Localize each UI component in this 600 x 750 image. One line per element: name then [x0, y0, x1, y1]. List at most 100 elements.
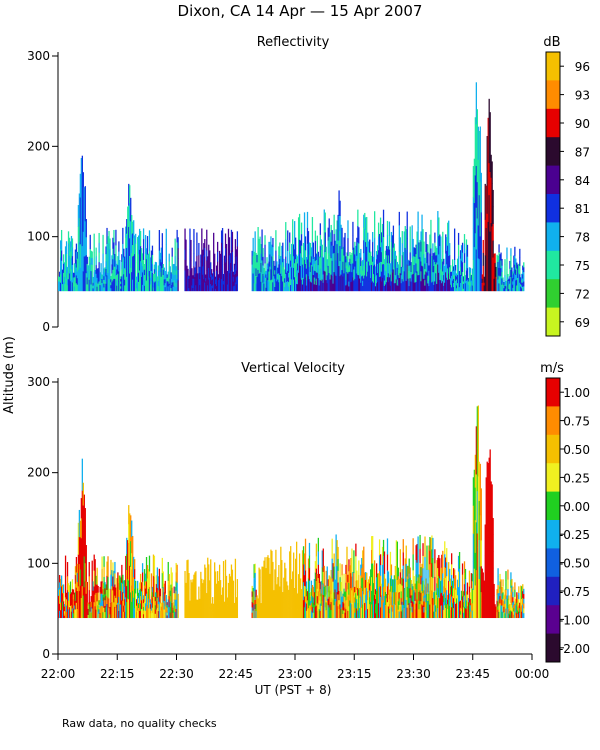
echo-cell	[461, 262, 464, 272]
echo-cell	[128, 542, 130, 562]
echo-cell	[498, 586, 500, 594]
echo-cell	[312, 607, 315, 613]
echo-cell	[319, 257, 321, 269]
echo-cell	[222, 274, 225, 278]
echo-cell	[219, 261, 222, 269]
echo-cell	[405, 581, 407, 600]
echo-cell	[469, 277, 472, 282]
echo-cell	[173, 274, 175, 281]
echo-cell	[447, 234, 449, 246]
echo-cell	[308, 242, 311, 255]
echo-cell	[173, 269, 175, 276]
echo-cell	[401, 569, 403, 578]
echo-cell	[302, 266, 305, 280]
echo-cell	[478, 194, 480, 228]
echo-cell	[424, 577, 426, 598]
echo-cell	[69, 251, 72, 262]
echo-cell	[186, 603, 188, 619]
echo-cell	[504, 259, 506, 265]
echo-cell	[317, 251, 319, 266]
echo-cell	[339, 576, 341, 591]
echo-cell	[282, 607, 284, 613]
echo-cell	[292, 266, 294, 292]
echo-cell	[262, 256, 264, 266]
echo-cell	[211, 610, 213, 614]
echo-cell	[513, 601, 515, 605]
echo-cell	[119, 589, 121, 604]
echo-cell	[206, 239, 208, 251]
echo-cell	[329, 244, 331, 257]
echo-cell	[401, 577, 403, 586]
echo-cell	[195, 599, 197, 609]
echo-cell	[89, 601, 91, 606]
echo-cell	[512, 612, 514, 619]
echo-cell	[500, 604, 502, 619]
echo-cell	[210, 588, 212, 599]
echo-cell	[165, 600, 167, 607]
echo-cell	[417, 259, 419, 276]
echo-cell	[137, 263, 140, 273]
echo-cell	[293, 279, 295, 292]
echo-cell	[176, 582, 178, 601]
echo-cell	[263, 579, 265, 590]
echo-cell	[270, 247, 272, 259]
echo-cell	[375, 274, 378, 284]
echo-cell	[220, 266, 223, 280]
echo-cell	[487, 187, 489, 222]
echo-cell	[82, 271, 84, 292]
echo-cell	[430, 537, 432, 565]
echo-cell	[221, 275, 224, 292]
echo-cell	[409, 277, 411, 292]
echo-cell	[382, 263, 385, 292]
echo-cell	[129, 238, 131, 256]
echo-cell	[224, 559, 227, 575]
echo-cell	[274, 270, 276, 275]
echo-cell	[78, 590, 81, 619]
echo-cell	[213, 232, 215, 253]
echo-cell	[201, 608, 203, 619]
echo-cell	[427, 609, 429, 619]
echo-cell	[389, 274, 392, 281]
echo-cell	[289, 573, 291, 585]
echo-cell	[104, 276, 106, 282]
echo-cell	[260, 272, 262, 282]
echo-cell	[293, 585, 295, 602]
echo-cell	[188, 287, 190, 292]
echo-cell	[402, 252, 404, 263]
echo-cell	[336, 540, 338, 567]
echo-cell	[192, 284, 194, 289]
echo-cell	[253, 259, 255, 268]
echo-cell	[520, 288, 522, 292]
echo-cell	[152, 287, 155, 292]
echo-cell	[147, 569, 150, 580]
echo-cell	[170, 281, 172, 285]
echo-cell	[372, 261, 374, 272]
echo-cell	[305, 603, 308, 611]
echo-cell	[453, 282, 455, 288]
echo-cell	[128, 598, 130, 619]
echo-cell	[263, 283, 265, 292]
echo-cell	[426, 545, 428, 570]
echo-cell	[98, 281, 100, 292]
echo-cell	[442, 261, 444, 272]
echo-cell	[199, 266, 201, 274]
echo-cell	[137, 244, 140, 255]
echo-cell	[493, 606, 495, 619]
echo-cell	[437, 567, 439, 579]
y-tick-label: 100	[27, 556, 50, 570]
echo-cell	[344, 602, 346, 608]
echo-cell	[309, 596, 312, 601]
echo-cell	[144, 235, 147, 254]
echo-cell	[74, 609, 77, 619]
echo-cell	[59, 282, 62, 292]
echo-cell	[220, 230, 223, 243]
echo-cell	[366, 246, 368, 262]
echo-cell	[401, 609, 403, 619]
echo-cell	[151, 597, 154, 603]
echo-cell	[507, 282, 509, 286]
echo-cell	[336, 243, 338, 268]
echo-cell	[418, 274, 420, 292]
echo-cell	[255, 610, 257, 619]
echo-cell	[328, 218, 330, 237]
echo-cell	[225, 582, 228, 591]
